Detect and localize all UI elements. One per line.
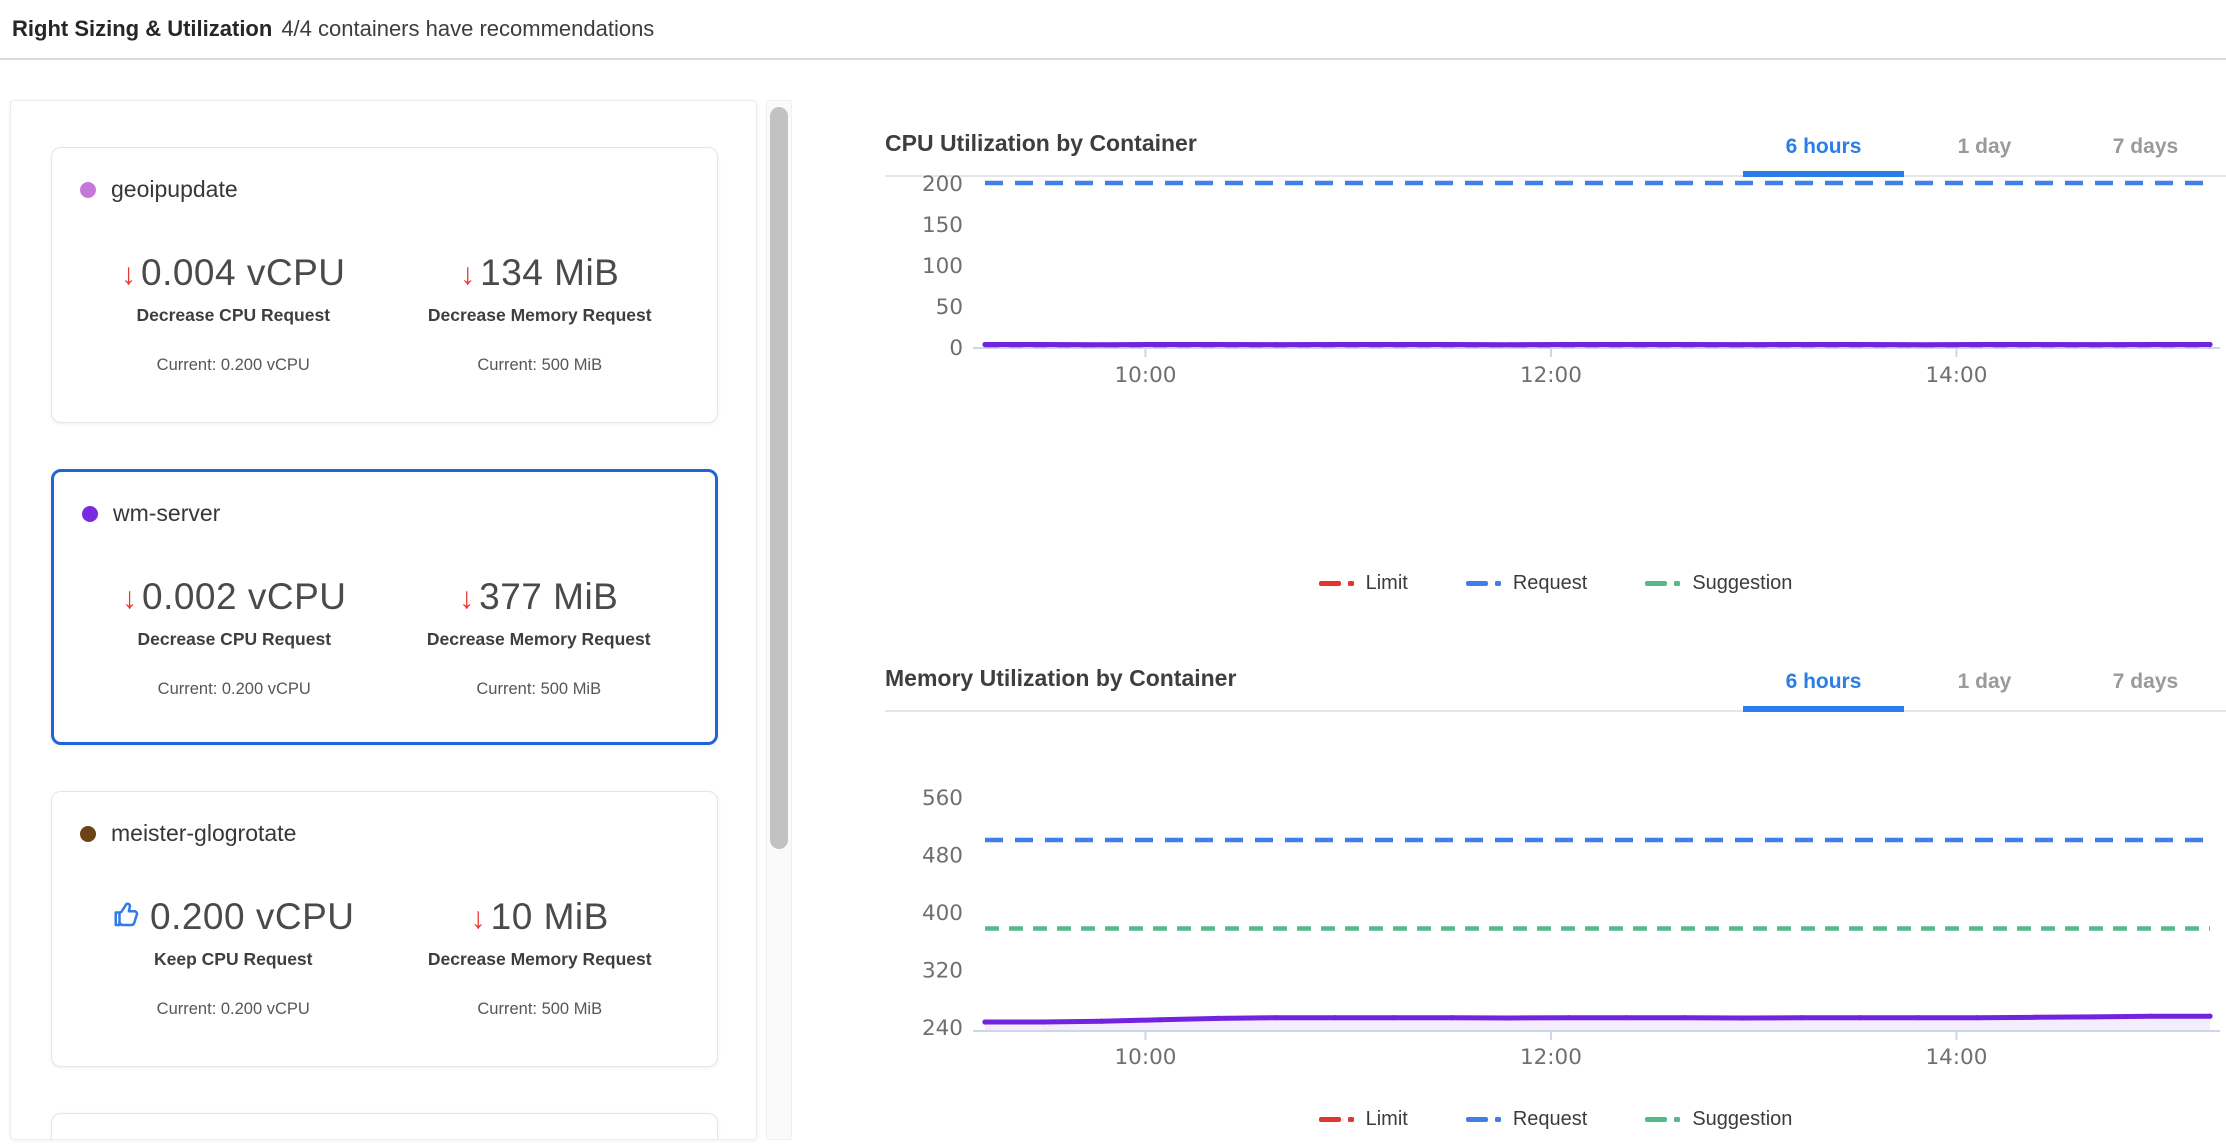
cpu-timerange-tabs: 6 hours 1 day 7 days [1743, 117, 2226, 177]
recommendation-metrics: 0.200 vCPU Keep CPU Request Current: 0.2… [80, 891, 693, 1019]
scrollbar-thumb[interactable] [770, 107, 788, 849]
thumbs-up-icon [114, 902, 139, 927]
memory-recommendation: ↓ 377 MiB Decrease Memory Request Curren… [387, 571, 692, 699]
svg-text:14:00: 14:00 [1925, 1045, 1987, 1070]
scrollbar-track[interactable] [766, 100, 792, 1140]
cpu-chart-legend: Limit Request Suggestion [885, 568, 2226, 598]
svg-text:240: 240 [922, 1016, 963, 1041]
memory-action-label: Decrease Memory Request [426, 629, 651, 649]
memory-chart-title: Memory Utilization by Container [885, 665, 1237, 691]
memory-action-label: Decrease Memory Request [427, 305, 652, 325]
memory-recommended-value: 10 MiB [490, 896, 609, 937]
recommendation-metrics: ↓ 0.002 vCPU Decrease CPU Request Curren… [82, 571, 691, 699]
container-list-panel: geoipupdate ↓ 0.004 vCPU Decrease CPU Re… [10, 100, 757, 1140]
cpu-action-label: Decrease CPU Request [137, 629, 332, 649]
container-card-header: wm-server [82, 500, 691, 527]
tab-6-hours[interactable]: 6 hours [1743, 652, 1904, 712]
cpu-current-value: Current: 0.200 vCPU [157, 680, 311, 698]
cpu-recommended-value: 0.002 vCPU [142, 576, 347, 617]
tab-6-hours[interactable]: 6 hours [1743, 117, 1904, 177]
decrease-arrow-icon: ↓ [122, 582, 137, 615]
svg-text:560: 560 [922, 786, 963, 811]
cpu-recommendation: ↓ 0.002 vCPU Decrease CPU Request Curren… [82, 571, 387, 699]
container-card-header: meister-glogrotate [80, 820, 693, 847]
container-card[interactable]: geoipupdate ↓ 0.004 vCPU Decrease CPU Re… [51, 147, 718, 423]
memory-chart-header: Memory Utilization by Container 6 hours 1… [885, 645, 2226, 712]
cpu-recommended-value: 0.004 vCPU [141, 252, 346, 293]
container-name: geoipupdate [111, 176, 238, 202]
memory-current-value: Current: 500 MiB [476, 680, 602, 698]
memory-timerange-tabs: 6 hours 1 day 7 days [1743, 652, 2226, 712]
request-dash-icon [1465, 1116, 1501, 1122]
legend-item-limit[interactable]: Limit [1318, 1108, 1408, 1131]
legend-item-request[interactable]: Request [1465, 1108, 1587, 1131]
svg-text:200: 200 [922, 172, 963, 197]
suggestion-dash-icon [1645, 580, 1681, 586]
page-title: Right Sizing & Utilization [12, 16, 273, 41]
tab-1-day[interactable]: 1 day [1957, 670, 2012, 693]
limit-dash-icon [1318, 580, 1354, 586]
decrease-arrow-icon: ↓ [459, 582, 475, 615]
cpu-chart-title: CPU Utilization by Container [885, 130, 1197, 156]
memory-current-value: Current: 500 MiB [477, 356, 603, 374]
container-card-header: geoipupdate [80, 176, 693, 203]
tab-7-days[interactable]: 7 days [2112, 135, 2179, 158]
container-color-dot [80, 181, 96, 198]
svg-text:12:00: 12:00 [1520, 363, 1582, 388]
decrease-arrow-icon: ↓ [460, 258, 476, 291]
legend-item-suggestion[interactable]: Suggestion [1645, 572, 1792, 595]
svg-text:320: 320 [922, 958, 963, 983]
recommendation-metrics: ↓ 0.004 vCPU Decrease CPU Request Curren… [80, 247, 693, 375]
cpu-recommended-value: 0.200 vCPU [150, 896, 355, 937]
decrease-arrow-icon: ↓ [470, 902, 486, 935]
container-card[interactable]: meister-glogrotate 0.200 vCPU Keep CPU R… [51, 791, 718, 1067]
suggestion-dash-icon [1645, 1116, 1681, 1122]
request-dash-icon [1465, 580, 1501, 586]
svg-text:50: 50 [936, 295, 963, 320]
cpu-recommendation: 0.200 vCPU Keep CPU Request Current: 0.2… [80, 891, 387, 1019]
memory-action-label: Decrease Memory Request [427, 949, 652, 969]
svg-text:14:00: 14:00 [1925, 363, 1987, 388]
memory-current-value: Current: 500 MiB [477, 1000, 603, 1018]
cpu-action-label: Decrease CPU Request [136, 305, 331, 325]
container-color-dot [82, 505, 98, 522]
legend-item-suggestion[interactable]: Suggestion [1645, 1108, 1792, 1131]
svg-text:150: 150 [922, 213, 963, 238]
limit-dash-icon [1318, 1116, 1354, 1122]
svg-text:10:00: 10:00 [1114, 363, 1176, 388]
decrease-arrow-icon: ↓ [121, 258, 136, 291]
memory-recommendation: ↓ 134 MiB Decrease Memory Request Curren… [387, 247, 694, 375]
cpu-action-label: Keep CPU Request [153, 949, 313, 969]
tab-7-days[interactable]: 7 days [2112, 670, 2179, 693]
svg-text:10:00: 10:00 [1114, 1045, 1176, 1070]
cpu-current-value: Current: 0.200 vCPU [156, 356, 310, 374]
memory-recommended-value: 377 MiB [479, 576, 619, 617]
tab-1-day[interactable]: 1 day [1957, 135, 2012, 158]
page-subtitle: 4/4 containers have recommendations [281, 16, 655, 41]
container-color-dot [80, 825, 96, 842]
cpu-recommendation: ↓ 0.004 vCPU Decrease CPU Request Curren… [80, 247, 387, 375]
memory-utilization-chart: 10:00 12:00 14:00 240 320 400 480 560 [922, 786, 2220, 1070]
memory-recommended-value: 134 MiB [480, 252, 620, 293]
svg-text:12:00: 12:00 [1520, 1045, 1582, 1070]
svg-text:100: 100 [922, 254, 963, 279]
legend-item-limit[interactable]: Limit [1318, 572, 1408, 595]
page-header: Right Sizing & Utilization 4/4 container… [0, 0, 2226, 60]
legend-item-request[interactable]: Request [1465, 572, 1587, 595]
container-card-partial[interactable] [51, 1113, 718, 1139]
memory-recommendation: ↓ 10 MiB Decrease Memory Request Current… [387, 891, 694, 1019]
container-name: meister-glogrotate [111, 820, 297, 846]
memory-chart-legend: Limit Request Suggestion [885, 1104, 2226, 1134]
cpu-utilization-chart: 10:00 12:00 14:00 0 50 100 150 200 [922, 172, 2220, 388]
container-name: wm-server [113, 500, 221, 526]
svg-text:480: 480 [922, 843, 963, 868]
container-card[interactable]: wm-server ↓ 0.002 vCPU Decrease CPU Requ… [51, 469, 718, 745]
svg-text:0: 0 [949, 336, 963, 361]
svg-text:400: 400 [922, 901, 963, 926]
cpu-current-value: Current: 0.200 vCPU [156, 1000, 310, 1018]
cpu-chart-header: CPU Utilization by Container 6 hours 1 da… [885, 110, 2226, 177]
